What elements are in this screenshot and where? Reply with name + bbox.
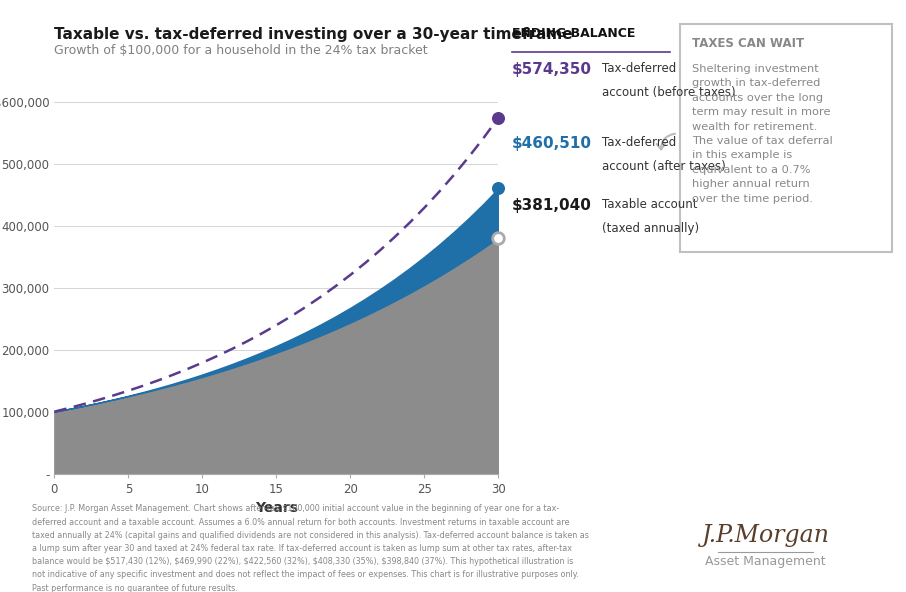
Text: J.P.Morgan: J.P.Morgan bbox=[701, 524, 830, 547]
Text: TAXES CAN WAIT: TAXES CAN WAIT bbox=[692, 37, 805, 50]
Text: Sheltering investment
growth in tax-deferred
accounts over the long
term may res: Sheltering investment growth in tax-defe… bbox=[692, 64, 833, 204]
Text: account (after taxes): account (after taxes) bbox=[602, 160, 727, 173]
Text: (taxed annually): (taxed annually) bbox=[602, 222, 699, 235]
Text: $574,350: $574,350 bbox=[512, 62, 592, 77]
Point bbox=[491, 184, 506, 193]
Text: $460,510: $460,510 bbox=[512, 136, 592, 151]
Text: $381,040: $381,040 bbox=[512, 198, 592, 213]
Text: Tax-deferred: Tax-deferred bbox=[602, 136, 677, 149]
Text: ENDING BALANCE: ENDING BALANCE bbox=[512, 27, 635, 40]
Text: Taxable account: Taxable account bbox=[602, 198, 698, 211]
Text: Tax-deferred: Tax-deferred bbox=[602, 62, 677, 75]
Text: Growth of $100,000 for a household in the 24% tax bracket: Growth of $100,000 for a household in th… bbox=[54, 44, 428, 57]
Point bbox=[491, 113, 506, 123]
Text: Source: J.P. Morgan Asset Management. Chart shows after-tax $100,000 initial acc: Source: J.P. Morgan Asset Management. Ch… bbox=[32, 504, 589, 592]
Text: account (before taxes): account (before taxes) bbox=[602, 86, 736, 99]
Text: Taxable vs. tax-deferred investing over a 30-year timeframe: Taxable vs. tax-deferred investing over … bbox=[54, 27, 573, 41]
Text: Asset Management: Asset Management bbox=[705, 555, 826, 568]
X-axis label: Years: Years bbox=[255, 501, 298, 515]
Point bbox=[491, 233, 506, 242]
